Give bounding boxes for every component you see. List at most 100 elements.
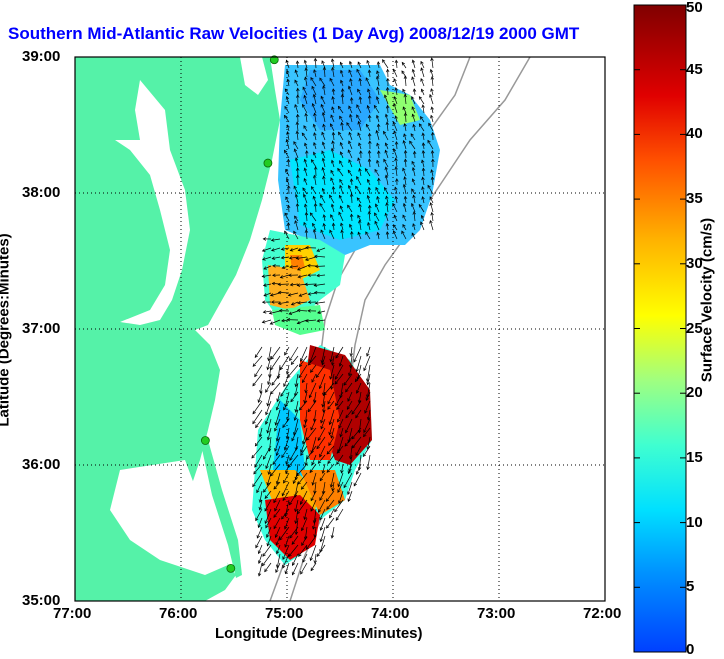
- velocity-arrowhead: [255, 517, 259, 522]
- velocity-arrowhead: [262, 310, 267, 314]
- velocity-arrow: [348, 69, 353, 78]
- velocity-arrowhead: [255, 424, 259, 429]
- velocity-arrowhead: [357, 88, 361, 93]
- velocity-arrow: [363, 445, 371, 457]
- velocity-arrowhead: [256, 534, 260, 539]
- velocity-arrow: [367, 373, 371, 385]
- velocity-arrow: [311, 373, 317, 383]
- velocity-arrowhead: [304, 211, 309, 216]
- velocity-arrow: [330, 114, 335, 123]
- velocity-arrow: [428, 123, 434, 132]
- velocity-arrowhead: [277, 290, 282, 295]
- velocity-arrowhead: [335, 402, 339, 407]
- velocity-arrow: [255, 508, 263, 521]
- velocity-arrowhead: [365, 397, 369, 401]
- velocity-arrow: [284, 499, 290, 517]
- velocity-arrow: [418, 204, 425, 213]
- velocity-arrowhead: [274, 507, 278, 512]
- velocity-arrowhead: [294, 476, 298, 481]
- velocity-arrowhead: [367, 149, 372, 154]
- velocity-arrow: [385, 213, 389, 222]
- velocity-arrow: [284, 230, 290, 240]
- velocity-arrow: [357, 215, 362, 222]
- velocity-arrow: [363, 418, 371, 433]
- velocity-arrow: [313, 69, 317, 78]
- velocity-arrow: [278, 301, 290, 305]
- velocity-arrowhead: [428, 122, 432, 127]
- velocity-arrow: [383, 131, 389, 141]
- land-mass: [75, 57, 280, 601]
- velocity-arrow: [350, 355, 353, 368]
- velocity-arrowhead: [293, 185, 297, 190]
- velocity-arrowhead: [331, 487, 335, 492]
- velocity-arrow: [348, 427, 353, 443]
- velocity-arrowhead: [364, 167, 369, 172]
- velocity-arrowhead: [357, 157, 361, 161]
- velocity-arrowhead: [289, 357, 293, 362]
- velocity-arrowhead: [340, 469, 344, 474]
- velocity-arrow: [363, 355, 371, 371]
- velocity-arrow: [303, 418, 308, 428]
- velocity-arrowhead: [270, 300, 275, 304]
- velocity-arrow: [285, 562, 290, 574]
- velocity-arrowhead: [329, 514, 333, 519]
- velocity-arrow: [387, 105, 389, 114]
- velocity-arrow: [280, 274, 290, 278]
- velocity-arrowhead: [285, 371, 290, 375]
- velocity-arrowhead: [307, 273, 311, 277]
- velocity-arrowhead: [357, 214, 361, 219]
- velocity-arrow: [385, 142, 389, 150]
- velocity-arrow: [284, 391, 290, 407]
- velocity-arrowhead: [294, 508, 298, 513]
- velocity-arrow: [316, 247, 326, 252]
- velocity-arrowhead: [402, 88, 406, 93]
- velocity-arrowhead: [272, 273, 276, 278]
- velocity-arrow: [256, 481, 263, 493]
- velocity-arrowhead: [285, 59, 289, 64]
- velocity-arrowhead: [257, 399, 261, 403]
- velocity-arrow: [314, 553, 317, 564]
- velocity-arrow: [302, 104, 308, 114]
- velocity-arrowhead: [314, 301, 319, 305]
- velocity-arrow: [301, 517, 308, 531]
- velocity-arrowhead: [376, 70, 380, 74]
- velocity-arrowhead: [375, 186, 379, 191]
- velocity-arrow: [278, 292, 290, 294]
- velocity-arrow: [300, 436, 308, 453]
- station-marker: [226, 563, 236, 573]
- velocity-arrow: [322, 463, 326, 474]
- velocity-arrowhead: [365, 77, 369, 81]
- velocity-arrowhead: [411, 59, 416, 64]
- velocity-arrowhead: [311, 85, 315, 90]
- velocity-arrowhead: [348, 159, 352, 163]
- velocity-arrow: [331, 106, 335, 114]
- velocity-arrowhead: [261, 300, 266, 304]
- velocity-arrowhead: [427, 139, 431, 144]
- velocity-arrow: [376, 96, 380, 105]
- velocity-arrow: [395, 87, 398, 96]
- velocity-arrowhead: [403, 176, 407, 180]
- velocity-arrow: [339, 355, 344, 367]
- velocity-arrow: [348, 86, 353, 96]
- velocity-arrow: [392, 121, 398, 132]
- velocity-arrowhead: [286, 69, 290, 74]
- velocity-arrowhead: [293, 494, 298, 498]
- velocity-arrowhead: [358, 96, 363, 100]
- velocity-arrowhead: [329, 376, 333, 380]
- velocity-arrowhead: [258, 499, 263, 504]
- velocity-arrow: [308, 355, 317, 366]
- velocity-arrowhead: [393, 102, 397, 107]
- velocity-arrowhead: [304, 229, 309, 234]
- y-tick-label: 37:00: [22, 320, 61, 337]
- velocity-arrow: [295, 400, 299, 413]
- velocity-arrow: [367, 88, 371, 96]
- velocity-arrowhead: [410, 133, 414, 137]
- velocity-arrow: [299, 355, 308, 367]
- velocity-arrowhead: [314, 264, 319, 269]
- velocity-arrow: [359, 204, 362, 213]
- velocity-arrowhead: [355, 368, 359, 373]
- velocity-arrowhead: [402, 202, 407, 207]
- velocity-arrow: [422, 168, 425, 177]
- velocity-arrowhead: [376, 123, 381, 128]
- velocity-arrowhead: [313, 142, 317, 146]
